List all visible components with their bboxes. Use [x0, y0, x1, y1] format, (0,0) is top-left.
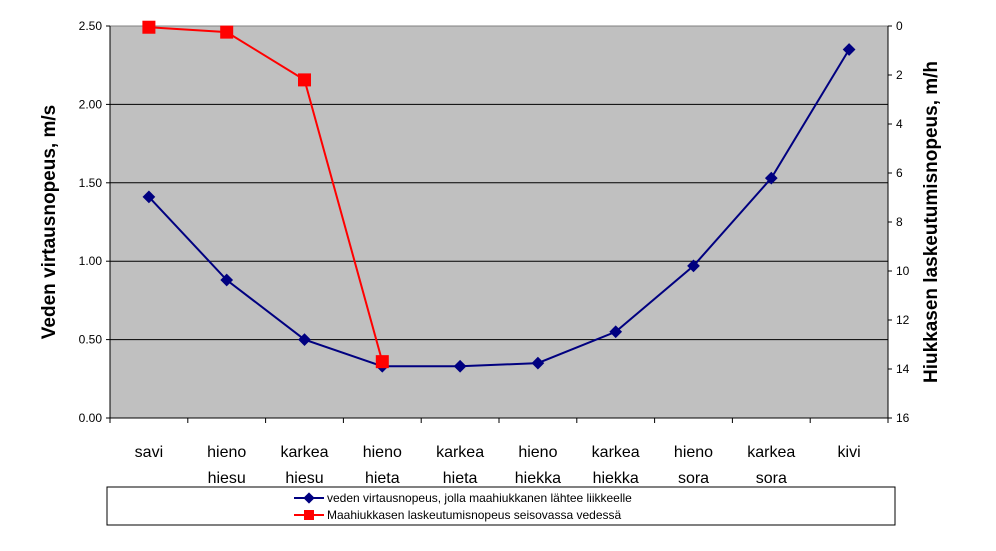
category-label: hiekka [515, 470, 561, 487]
legend-swatch-square-marker [304, 510, 314, 520]
category-label: sora [678, 470, 709, 487]
legend-swatch-diamond-marker [303, 492, 315, 504]
left-tick-label: 1.00 [79, 254, 103, 268]
category-label: sora [756, 470, 787, 487]
category-label: hieno [207, 444, 246, 461]
series-line [148, 26, 384, 362]
legend: veden virtausnopeus, jolla maahiukkanen … [106, 486, 896, 526]
right-tick-label: 8 [896, 215, 903, 229]
category-labels: savi hieno hiesu karkea hiesu hieno hieta karke… [135, 444, 861, 487]
plot-area [109, 25, 889, 419]
category-label: hieno [363, 444, 402, 461]
right-axis-title: Hiukkasen laskeutumisnopeus, m/h [921, 61, 942, 383]
right-tick-label: 14 [896, 362, 910, 376]
data-point-square [142, 20, 156, 34]
category-label: karkea [436, 444, 484, 461]
data-point-diamond [220, 273, 234, 287]
right-tick-label: 0 [896, 19, 903, 33]
category-label: hiekka [593, 470, 639, 487]
category-label: hieta [443, 470, 478, 487]
data-point-square [220, 25, 234, 39]
data-point-diamond [298, 333, 311, 346]
gridlines [110, 103, 888, 341]
left-tick-label: 1.50 [79, 176, 103, 190]
right-tick-label: 12 [896, 313, 910, 327]
series-velocity [142, 43, 856, 373]
left-tick-label: 0.00 [79, 411, 103, 425]
legend-label-settling: Maahiukkasen laskeutumisnopeus seisovass… [327, 508, 621, 522]
legend-box [106, 486, 896, 526]
series-layer [142, 20, 856, 373]
category-label: hiesu [208, 470, 246, 487]
category-label: kivi [838, 444, 861, 461]
right-tick-label: 10 [896, 264, 910, 278]
category-label: hiesu [285, 470, 323, 487]
data-point-square [375, 355, 389, 369]
left-tick-label: 2.00 [79, 97, 103, 111]
right-tick-label: 6 [896, 166, 903, 180]
category-label: karkea [280, 444, 328, 461]
left-axis-ticks: 0.00 0.50 1.00 1.50 2.00 2.50 [79, 19, 110, 425]
category-label: hieno [674, 444, 713, 461]
left-tick-label: 0.50 [79, 333, 103, 347]
right-tick-label: 4 [896, 117, 903, 131]
right-tick-label: 2 [896, 68, 903, 82]
left-axis-title: Veden virtausnopeus, m/s [39, 105, 60, 339]
legend-label-velocity: veden virtausnopeus, jolla maahiukkanen … [327, 491, 632, 505]
legend-entry-velocity: veden virtausnopeus, jolla maahiukkanen … [294, 491, 632, 505]
category-label: hieno [518, 444, 557, 461]
right-tick-label: 16 [896, 411, 910, 425]
legend-entry-settling: Maahiukkasen laskeutumisnopeus seisovass… [294, 508, 621, 522]
category-label: karkea [592, 444, 640, 461]
category-label: hieta [365, 470, 400, 487]
left-tick-label: 2.50 [79, 19, 103, 33]
series-line [148, 48, 850, 368]
data-point-square [298, 73, 311, 87]
data-point-diamond [453, 359, 467, 373]
category-label: savi [135, 444, 163, 461]
category-label: karkea [747, 444, 795, 461]
data-point-diamond [142, 190, 156, 204]
right-axis-ticks: 0 2 4 6 8 10 12 14 16 [888, 19, 910, 425]
series-settling [142, 20, 389, 369]
